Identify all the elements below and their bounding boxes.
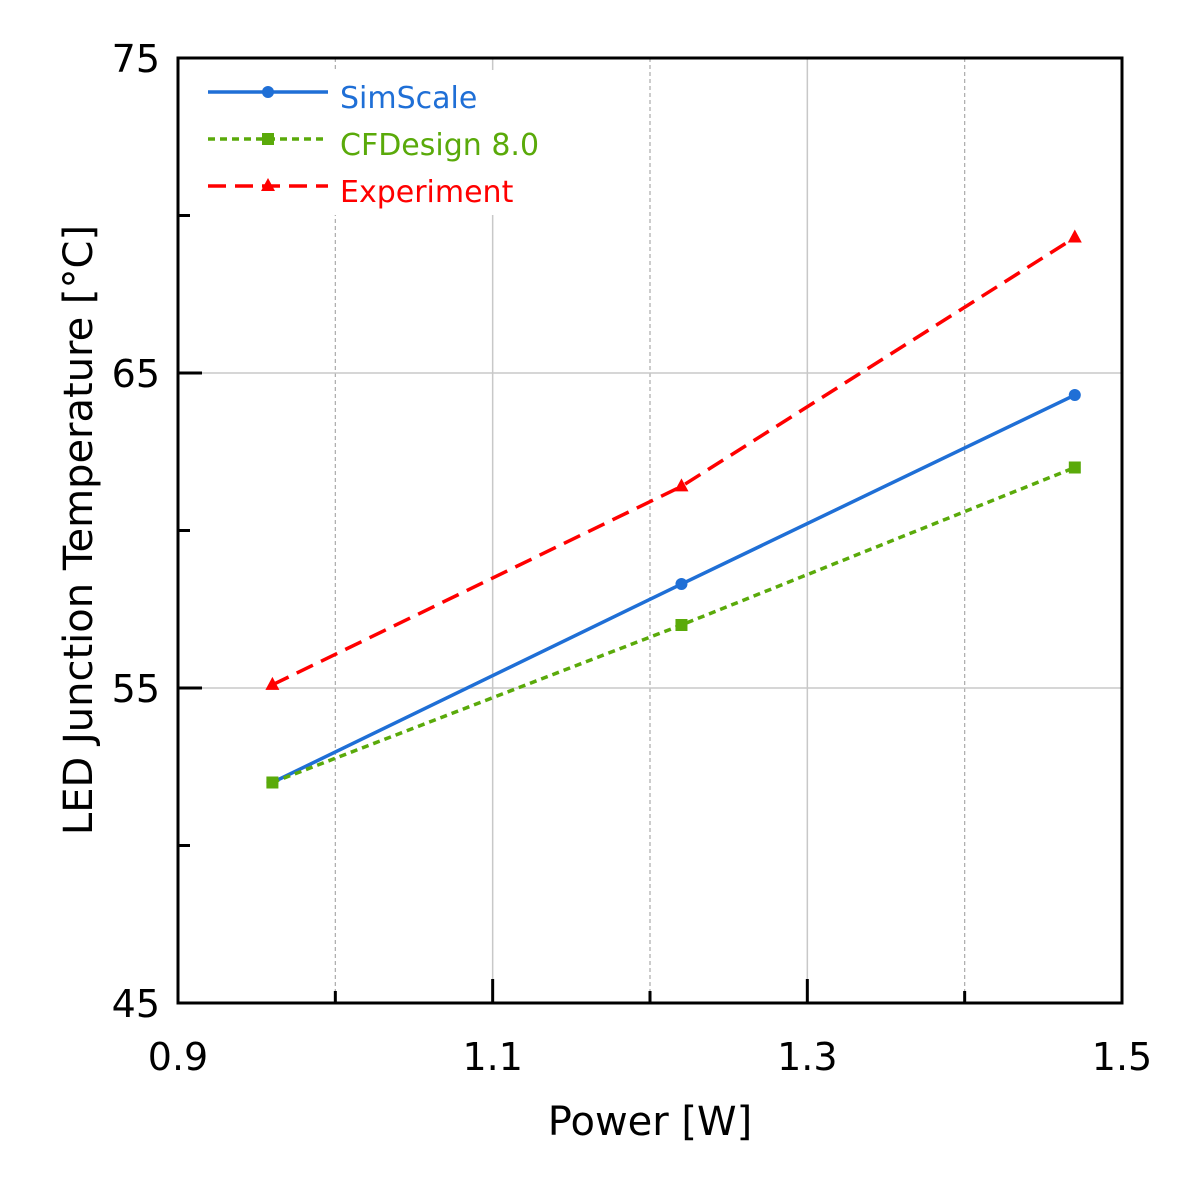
data-point-simscale bbox=[675, 578, 688, 591]
legend-marker-cfdesign-8-0 bbox=[262, 133, 274, 145]
legend-marker-simscale bbox=[262, 86, 274, 98]
data-point-experiment bbox=[1067, 229, 1082, 243]
x-tick-label: 0.9 bbox=[148, 1035, 208, 1079]
x-tick-label: 1.3 bbox=[777, 1035, 837, 1079]
legend-label-cfdesign-8-0: CFDesign 8.0 bbox=[340, 128, 539, 163]
data-point-cfdesign-8-0 bbox=[675, 619, 688, 631]
legend-label-experiment: Experiment bbox=[340, 175, 514, 210]
data-point-cfdesign-8-0 bbox=[266, 776, 279, 789]
data-point-experiment bbox=[265, 676, 280, 690]
x-tick-label: 1.5 bbox=[1092, 1035, 1152, 1079]
series-line-simscale bbox=[271, 393, 1076, 785]
y-tick-label: 75 bbox=[112, 37, 160, 81]
y-tick-label: 65 bbox=[112, 352, 160, 396]
legend-label-simscale: SimScale bbox=[340, 81, 477, 116]
x-axis-label: Power [W] bbox=[548, 1099, 752, 1145]
ticks: 0.9 1.1 1.3 1.5 45 55 65 75 bbox=[112, 37, 1153, 1079]
y-tick-label: 45 bbox=[112, 982, 160, 1026]
legend-marker-experiment bbox=[261, 178, 275, 191]
y-axis-label: LED Junction Temperature [°C] bbox=[56, 225, 102, 835]
grid bbox=[178, 58, 1122, 1003]
x-tick-label: 1.1 bbox=[462, 1035, 522, 1079]
series-group bbox=[265, 229, 1082, 789]
legend: SimScale CFDesign 8.0 Experiment bbox=[190, 70, 550, 215]
series-line-cfdesign-8-0 bbox=[271, 465, 1076, 785]
series-line-experiment bbox=[271, 236, 1076, 687]
data-point-simscale bbox=[1068, 389, 1081, 402]
data-point-experiment bbox=[674, 478, 689, 492]
y-tick-label: 55 bbox=[112, 667, 160, 711]
legend-background bbox=[190, 70, 550, 215]
data-point-cfdesign-8-0 bbox=[1068, 461, 1081, 474]
